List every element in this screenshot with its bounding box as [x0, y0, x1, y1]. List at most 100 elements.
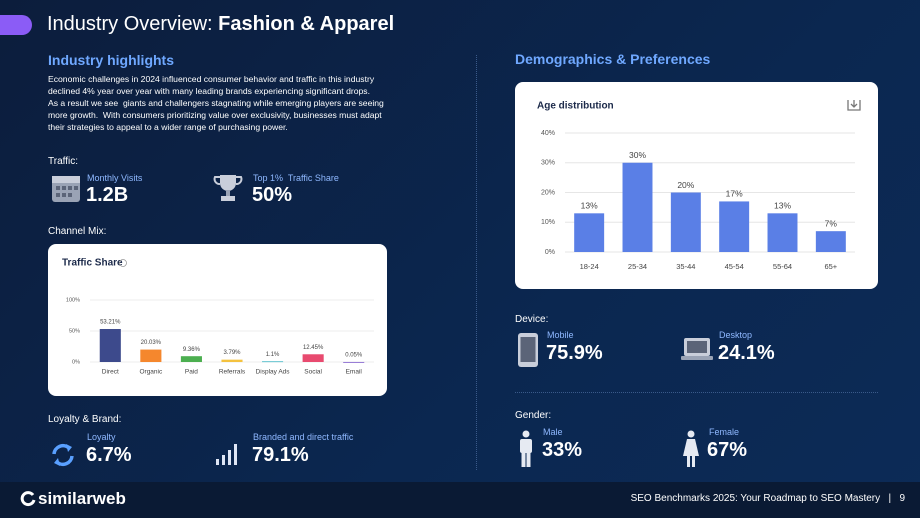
kpi-value: 75.9% — [546, 342, 603, 364]
x-tick-label: 18-24 — [580, 262, 599, 271]
value-label: 1.1% — [266, 352, 280, 358]
traffic-share-chart: Traffic Share 0% 50% 100% 53.21% Direct 20.03… — [62, 258, 374, 376]
kpi-label: Desktop — [719, 330, 753, 340]
title-emphasis: Fashion & Apparel — [218, 13, 395, 35]
bar — [140, 349, 162, 362]
kpi-label: Female — [709, 427, 740, 437]
x-tick-label: 45-54 — [725, 262, 744, 271]
value-label: 12.45% — [303, 345, 324, 351]
bar — [815, 231, 846, 252]
y-tick-label: 0% — [545, 249, 555, 256]
bar — [719, 201, 750, 252]
x-tick-label: 35-44 — [676, 262, 695, 271]
calendar-icon — [52, 176, 80, 202]
kpi-value: 79.1% — [252, 444, 309, 466]
value-label: 20% — [677, 180, 694, 190]
footer-text: SEO Benchmarks 2025: Your Roadmap to SEO… — [631, 493, 905, 504]
paragraph-line: their strategies to appeal to a wider ra… — [48, 122, 288, 132]
x-tick-label: Referrals — [219, 369, 246, 376]
bar — [180, 356, 202, 362]
kpi-label: Loyalty — [87, 432, 116, 442]
x-tick-label: Organic — [139, 369, 163, 376]
accent-pill — [0, 15, 32, 35]
x-tick-label: Display Ads — [256, 369, 291, 376]
bar — [670, 192, 701, 252]
value-label: 20.03% — [141, 340, 162, 346]
bars-icon — [216, 444, 237, 465]
footer-title: SEO Benchmarks 2025: Your Roadmap to SEO… — [630, 493, 881, 504]
bar — [302, 354, 324, 362]
brand: similarweb — [38, 489, 126, 508]
phone-icon — [518, 333, 538, 367]
laptop-icon — [681, 338, 713, 360]
kpi-label: Branded and direct traffic — [253, 432, 354, 442]
age-chart: Age distribution 0% 10% 20% 30% 40% 13% 18-24 3… — [537, 100, 861, 271]
download-icon — [847, 100, 861, 111]
chart-title: Age distribution — [537, 101, 614, 112]
y-tick-label: 0% — [72, 359, 80, 365]
divider — [476, 55, 477, 470]
value-label: 0.05% — [345, 353, 363, 359]
bar — [262, 361, 284, 363]
value-label: 30% — [629, 150, 646, 160]
female-icon — [683, 430, 699, 467]
y-tick-label: 30% — [541, 160, 555, 167]
kpi-value: 50% — [252, 184, 293, 206]
bar — [343, 361, 365, 363]
footer — [0, 482, 920, 518]
label: Traffic: — [48, 156, 79, 167]
title: Industry Overview: Fashion & Apparel — [47, 13, 394, 36]
page-number: 9 — [899, 493, 905, 504]
x-tick-label: 25-34 — [628, 262, 647, 271]
value-label: 7% — [825, 218, 838, 228]
x-tick-label: Email — [346, 369, 363, 376]
y-tick-label: 100% — [66, 297, 80, 303]
y-tick-label: 20% — [541, 189, 555, 196]
label: Loyalty & Brand: — [48, 414, 122, 425]
paragraph: Economic challenges in 2024 influenced c… — [48, 73, 384, 133]
kpi-label: Monthly Visits — [87, 173, 143, 183]
footer-separator: | — [888, 493, 892, 504]
bar — [99, 329, 121, 362]
y-tick-label: 50% — [69, 328, 80, 334]
loyalty-icon — [52, 443, 74, 467]
label: Device: — [515, 314, 549, 325]
paragraph-line: declined 4% year over year with many lea… — [48, 86, 370, 96]
traffic-card: Traffic Share 0% 50% 100% 53.21% Direct 20.03… — [48, 244, 387, 396]
kpi-value: 67% — [707, 439, 748, 461]
x-tick-label: 65+ — [824, 262, 837, 271]
x-tick-label: 55-64 — [773, 262, 792, 271]
value-label: 9.36% — [183, 347, 201, 353]
value-label: 13% — [774, 201, 791, 211]
y-tick-label: 10% — [541, 219, 555, 226]
kpi-label: Male — [543, 427, 563, 437]
value-label: 53.21% — [100, 320, 121, 326]
kpi-label: Top 1% Traffic Share — [253, 173, 339, 183]
bar — [221, 359, 243, 362]
kpi-value: 24.1% — [718, 342, 775, 364]
value-label: 13% — [581, 201, 598, 211]
brand-icon — [20, 491, 36, 507]
paragraph-line: As a result we see giants and challenger… — [48, 98, 384, 108]
label: Channel Mix: — [48, 226, 107, 237]
value-label: 3.79% — [223, 350, 241, 356]
x-tick-label: Direct — [102, 369, 119, 376]
bar — [574, 213, 605, 252]
bar — [767, 213, 798, 252]
trophy-icon — [213, 175, 243, 201]
kpi-label: Mobile — [547, 330, 574, 340]
paragraph-line: Economic challenges in 2024 influenced c… — [48, 74, 375, 84]
info-icon — [119, 259, 127, 267]
separator-line — [515, 392, 878, 393]
heading: Industry highlights — [48, 52, 174, 68]
label: Gender: — [515, 410, 552, 421]
male-icon — [520, 430, 532, 467]
title-prefix: Industry Overview: — [47, 13, 219, 35]
y-tick-label: 40% — [541, 130, 555, 137]
kpi-value: 6.7% — [86, 444, 132, 466]
value-label: 17% — [726, 189, 743, 199]
paragraph-line: more growth. With consumers prioritizing… — [48, 110, 382, 120]
kpi-value: 33% — [542, 439, 583, 461]
x-tick-label: Paid — [185, 369, 198, 376]
